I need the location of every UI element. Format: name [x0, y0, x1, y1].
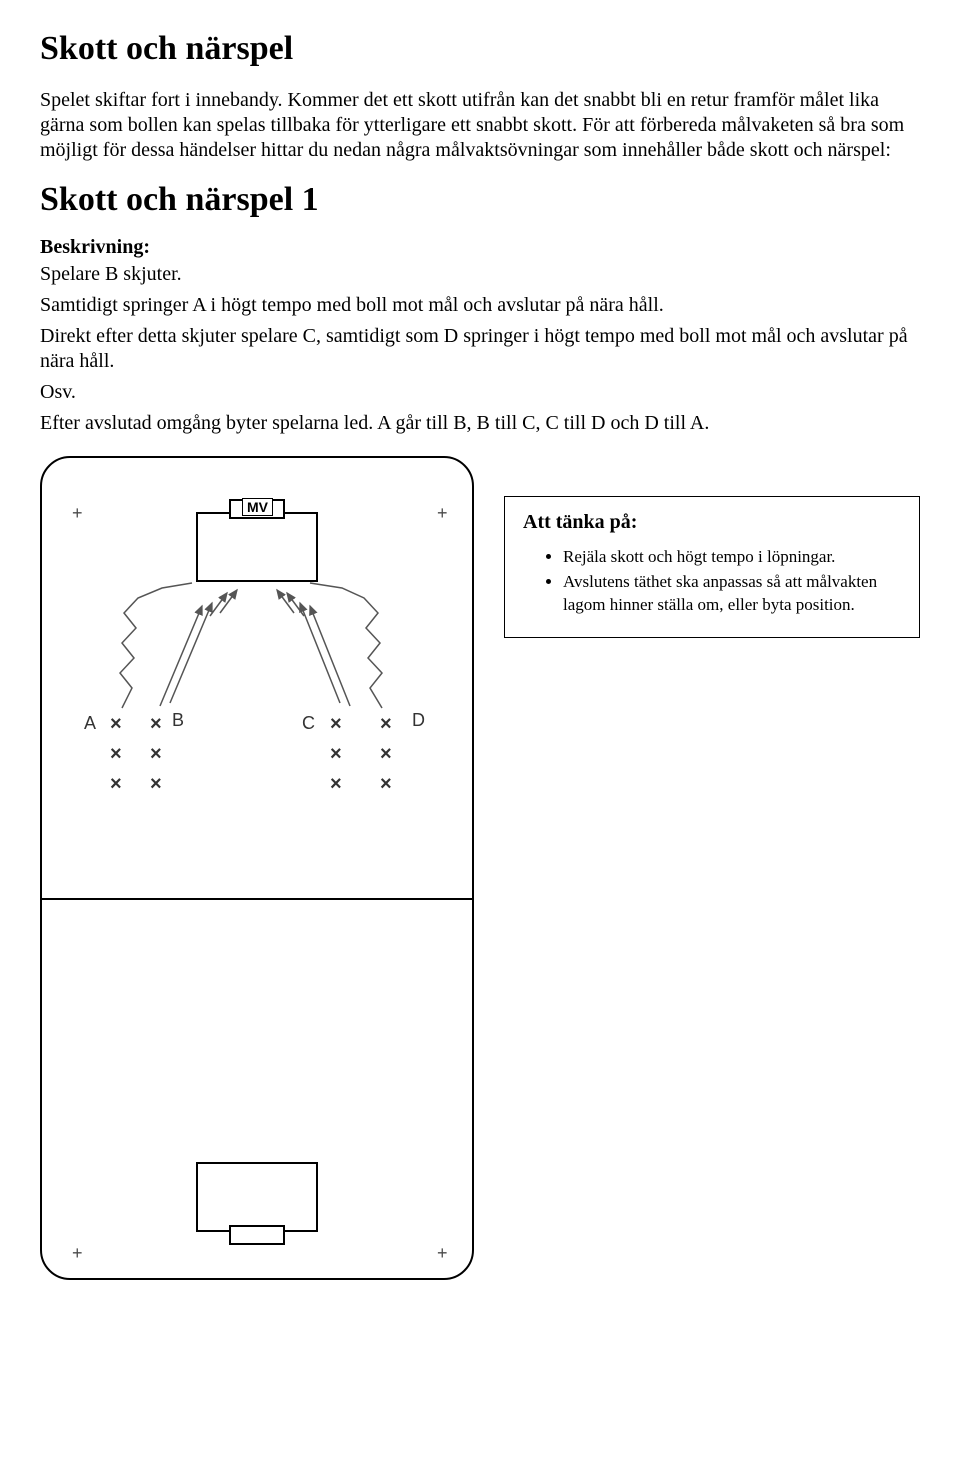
x-mark: ×	[150, 773, 162, 796]
goal-bottom-icon	[197, 1163, 317, 1244]
shot-arrow	[160, 606, 202, 706]
corner-marker: +	[72, 1243, 83, 1264]
x-mark: ×	[150, 743, 162, 766]
x-mark: ×	[380, 773, 392, 796]
tips-list: Rejäla skott och högt tempo i löpningar.…	[563, 546, 901, 617]
shot-arrow	[300, 603, 340, 703]
run-path-d	[310, 583, 382, 708]
x-mark: ×	[110, 743, 122, 766]
close-arrow	[220, 590, 237, 613]
intro-paragraph: Spelet skiftar fort i innebandy. Kommer …	[40, 88, 920, 163]
tips-item: Avslutens täthet ska anpassas så att mål…	[563, 571, 901, 617]
close-arrow	[210, 593, 227, 616]
mv-label: MV	[242, 498, 273, 516]
tips-item: Rejäla skott och högt tempo i löpningar.	[563, 546, 901, 569]
corner-marker: +	[72, 503, 83, 524]
field-diagram: MV + + + + A B C D × × × × × × × × × × ×…	[40, 456, 474, 1280]
x-mark: ×	[110, 713, 122, 736]
description-line: Samtidigt springer A i högt tempo med bo…	[40, 293, 920, 318]
run-path-a	[120, 583, 192, 708]
description-line: Spelare B skjuter.	[40, 262, 920, 287]
corner-marker: +	[437, 503, 448, 524]
x-mark: ×	[330, 743, 342, 766]
description-line: Efter avslutad omgång byter spelarna led…	[40, 411, 920, 436]
shot-arrow	[170, 603, 212, 703]
close-arrow	[277, 590, 294, 613]
x-mark: ×	[110, 773, 122, 796]
x-mark: ×	[380, 713, 392, 736]
tips-box: Att tänka på: Rejäla skott och högt temp…	[504, 496, 920, 638]
shot-arrow	[310, 606, 350, 706]
player-label-a: A	[84, 713, 96, 734]
x-mark: ×	[330, 713, 342, 736]
half-line	[42, 898, 472, 900]
description-label: Beskrivning:	[40, 235, 920, 260]
page-title: Skott och närspel	[40, 30, 920, 68]
tips-title: Att tänka på:	[523, 511, 901, 534]
diagram-svg	[42, 458, 472, 1278]
description-line: Osv.	[40, 380, 920, 405]
x-mark: ×	[150, 713, 162, 736]
section-heading: Skott och närspel 1	[40, 181, 920, 219]
x-mark: ×	[330, 773, 342, 796]
player-label-c: C	[302, 713, 315, 734]
description-line: Direkt efter detta skjuter spelare C, sa…	[40, 324, 920, 374]
player-label-b: B	[172, 710, 184, 731]
corner-marker: +	[437, 1243, 448, 1264]
close-arrow	[287, 593, 304, 616]
player-label-d: D	[412, 710, 425, 731]
content-row: MV + + + + A B C D × × × × × × × × × × ×…	[40, 456, 920, 1280]
x-mark: ×	[380, 743, 392, 766]
